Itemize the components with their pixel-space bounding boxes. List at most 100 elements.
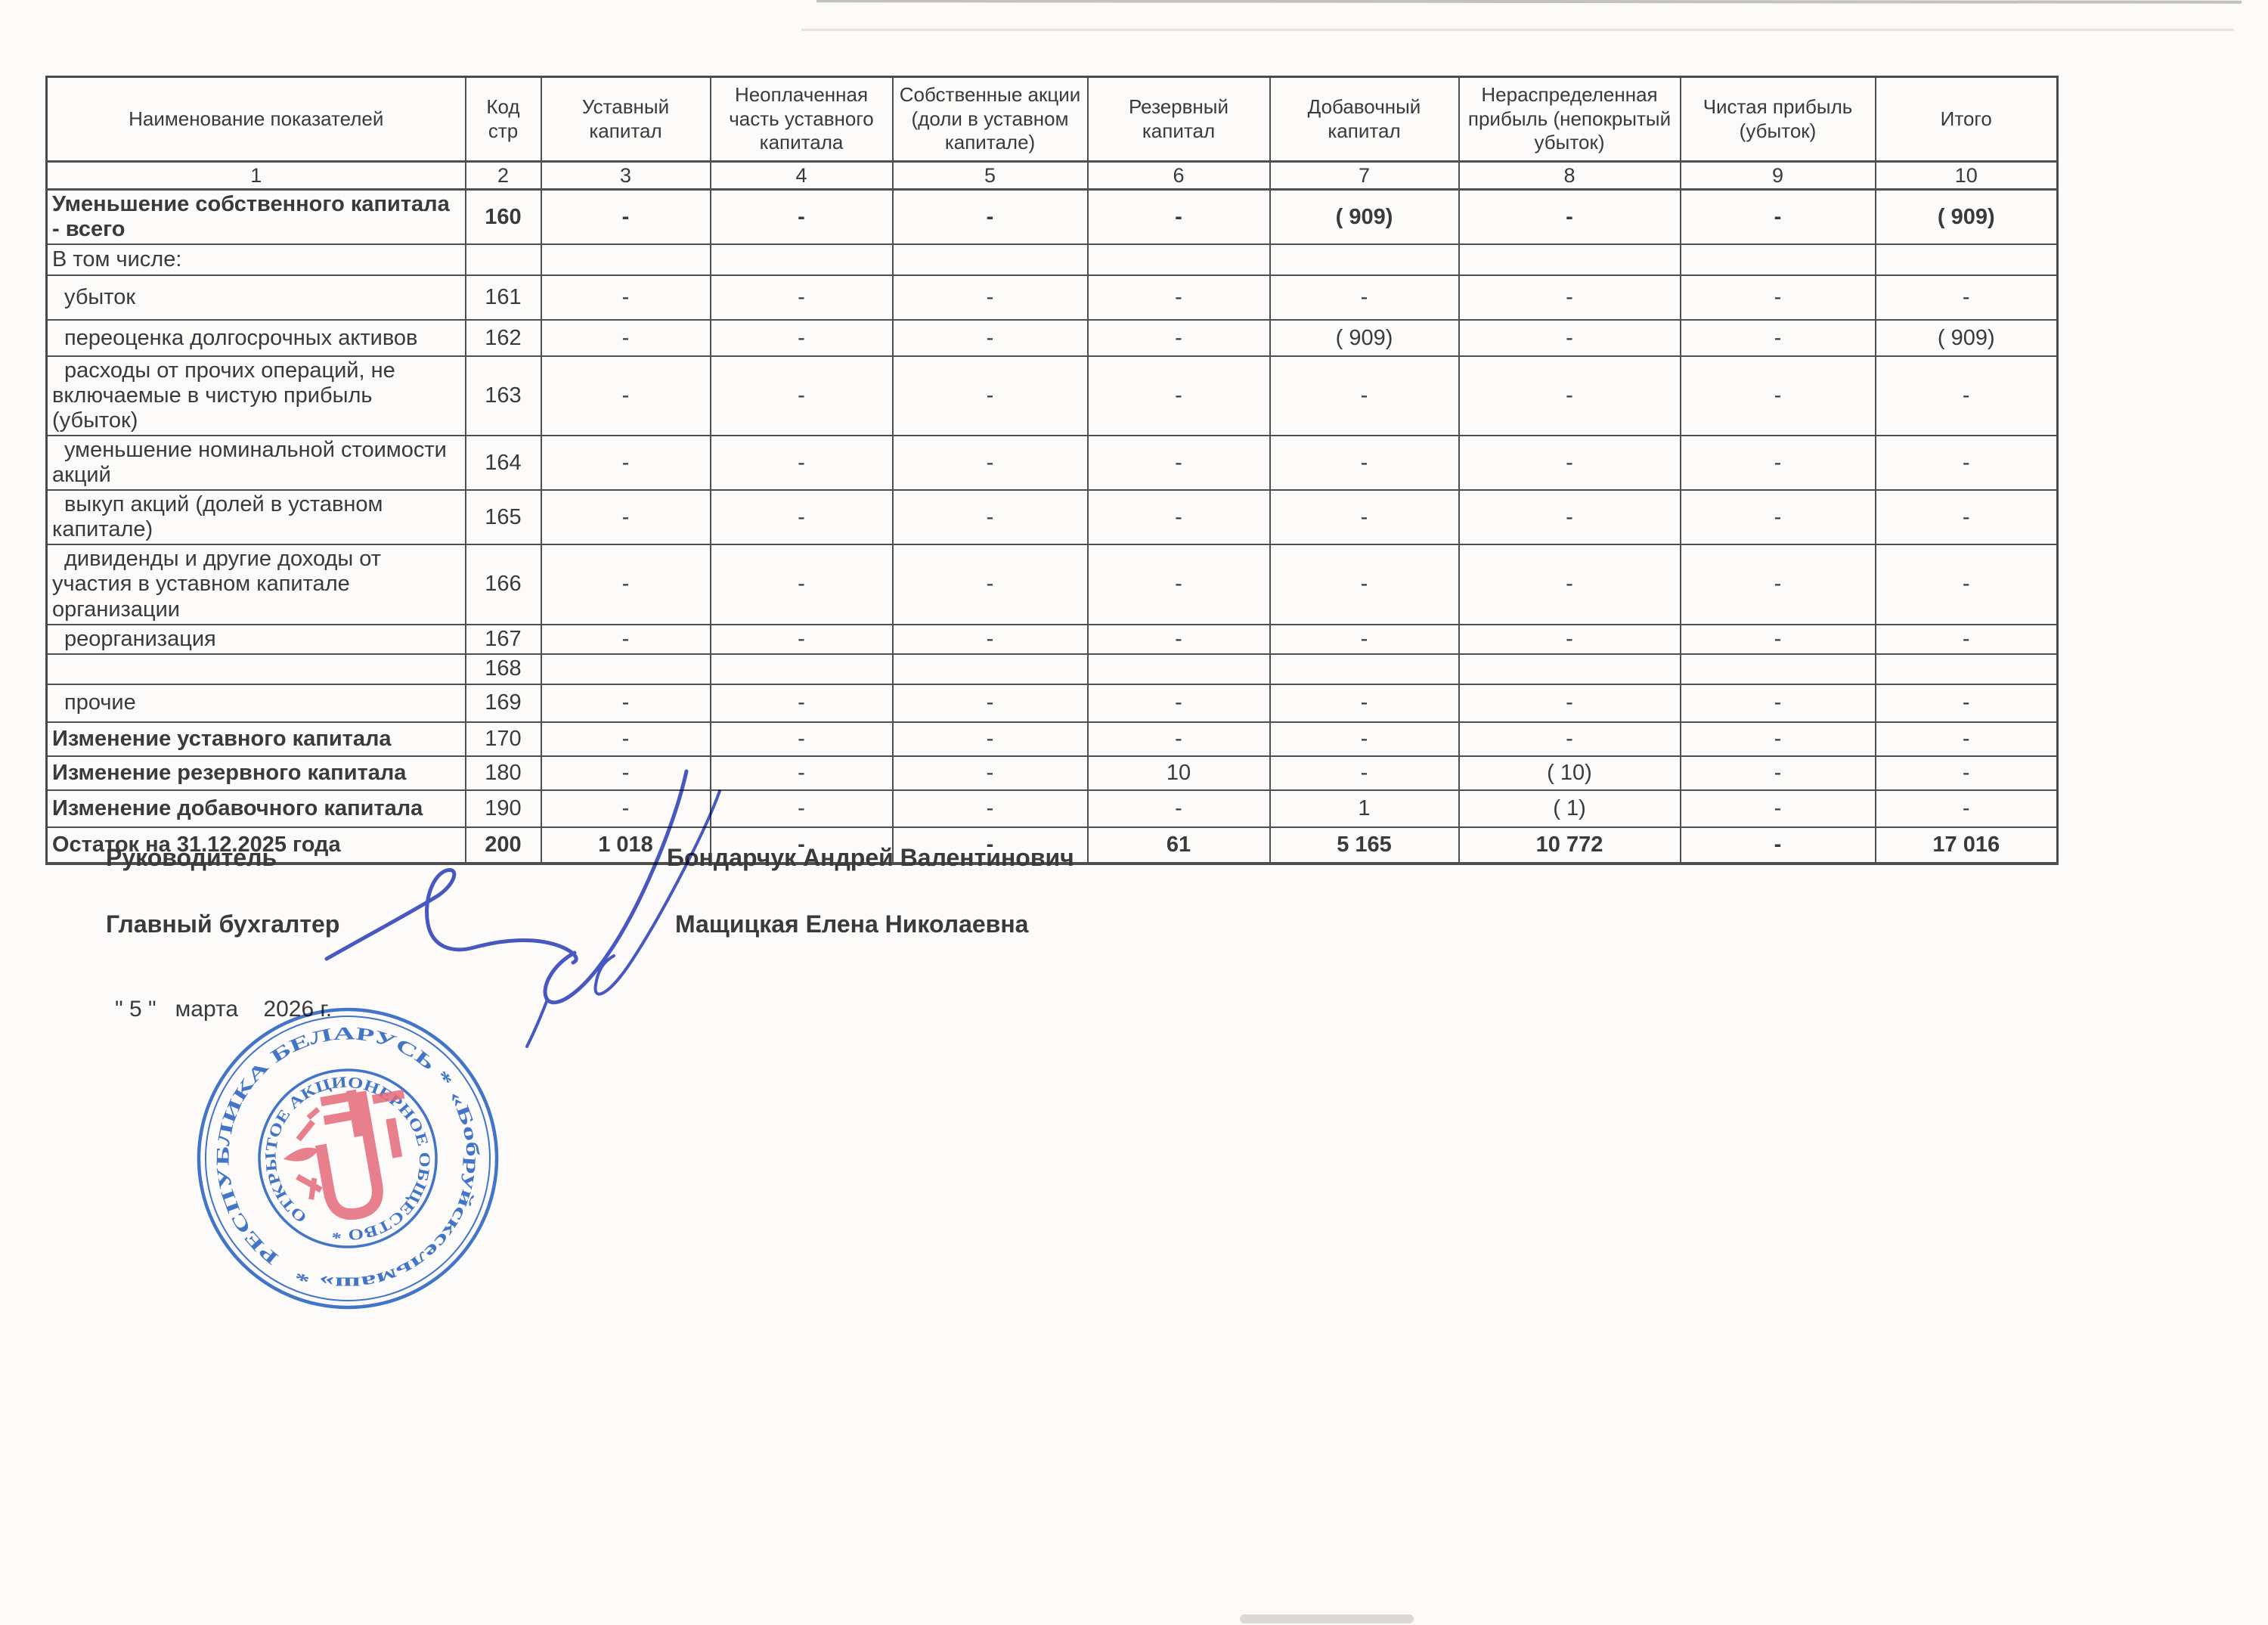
cell-167-col4: -: [709, 623, 894, 655]
cell-170-col6: -: [1086, 721, 1271, 757]
cell-180-col6: 10: [1086, 755, 1271, 791]
equity-changes-table: Наименование показателей Код стр Уставный …: [45, 76, 2059, 865]
col-header-6: Резервный капитал: [1086, 76, 1271, 163]
scan-artifact-line: [816, 0, 2242, 4]
cell-200-col8: 10 772: [1458, 826, 1681, 865]
cell-190-col5: -: [891, 789, 1089, 828]
cell-164-col4: -: [709, 435, 894, 492]
cell-160-col7: ( 909): [1269, 188, 1460, 246]
col-header-10: Итого: [1874, 76, 2059, 163]
col-number-3: 3: [540, 160, 711, 191]
cell-167-col6: -: [1086, 623, 1271, 655]
cell-161-col4: -: [709, 274, 894, 321]
cell-190-col6: -: [1086, 789, 1271, 828]
cell-162-col7: ( 909): [1269, 319, 1460, 358]
row-code-1: [464, 243, 542, 277]
table-row-169: прочие 169- - - - - - - -: [45, 683, 2059, 723]
date-line: " 5 " марта 2026 г.: [115, 997, 333, 1022]
cell-168-col8: [1458, 653, 1681, 685]
table-header: Наименование показателей Код стр Уставный …: [45, 76, 2059, 191]
row-code-163: 163: [464, 355, 542, 437]
row-code-180: 180: [464, 755, 542, 791]
table-row-168: 168: [45, 653, 2059, 685]
cell-180-col9: -: [1679, 755, 1876, 791]
cell-168-col10: [1874, 653, 2059, 685]
row-code-168: 168: [464, 653, 542, 685]
cell-160-col3: -: [540, 188, 711, 246]
row-label-163: расходы от прочих операций, не включаемы…: [45, 355, 466, 437]
row-label-165: выкуп акций (долей в уставном капитале): [45, 489, 466, 546]
cell-169-col5: -: [891, 683, 1089, 723]
director-name: Бондарчук Андрей Валентинович: [667, 844, 1074, 871]
row-label-164: уменьшение номинальной стоимости акций: [45, 435, 466, 492]
cell-162-col5: -: [891, 319, 1089, 358]
cell-168-col4: [709, 653, 894, 685]
cell-169-col6: -: [1086, 683, 1271, 723]
scan-artifact-line: [801, 29, 2234, 31]
cell-169-col3: -: [540, 683, 711, 723]
cell-170-col4: -: [709, 721, 894, 757]
col-header-1: Наименование показателей: [45, 76, 466, 163]
cell-165-col9: -: [1679, 489, 1876, 546]
row-label-167: реорганизация: [45, 623, 466, 655]
row-label-166: дивиденды и другие доходы от участия в у…: [45, 544, 466, 625]
cell-167-col9: -: [1679, 623, 1876, 655]
cell-169-col10: -: [1874, 683, 2059, 723]
cell-163-col10: -: [1874, 355, 2059, 437]
cell-200-col4: -: [709, 826, 894, 865]
row-code-161: 161: [464, 274, 542, 321]
cell-164-col8: -: [1458, 435, 1681, 492]
table-body: Уменьшение собственного капитала - всего…: [45, 188, 2059, 865]
cell-165-col3: -: [540, 489, 711, 546]
cell-160-col10: ( 909): [1874, 188, 2059, 246]
cell-165-col10: -: [1874, 489, 2059, 546]
col-header-8: Нераспределенная прибыль (непокрытый убы…: [1458, 76, 1681, 163]
row-code-166: 166: [464, 544, 542, 625]
col-header-3: Уставный капитал: [540, 76, 711, 163]
cell-169-col4: -: [709, 683, 894, 723]
stamp-outer-circle-2: [205, 1016, 491, 1301]
col-header-2: Код стр: [464, 76, 542, 163]
cell-164-col7: -: [1269, 435, 1460, 492]
chief-accountant-title: Главный бухгалтер: [106, 910, 340, 938]
col-number-10: 10: [1874, 160, 2059, 191]
cell-166-col4: -: [709, 544, 894, 625]
cell-180-col10: -: [1874, 755, 2059, 791]
cell-160-col4: -: [709, 188, 894, 246]
cell-165-col7: -: [1269, 489, 1460, 546]
cell-190-col10: -: [1874, 789, 2059, 828]
cell-200-col5: -: [891, 826, 1089, 865]
col-number-9: 9: [1679, 160, 1876, 191]
table-row-200: Остаток на 31.12.2025 года 200 1 018- -61 5 …: [45, 826, 2059, 865]
cell-166-col8: -: [1458, 544, 1681, 625]
col-number-8: 8: [1458, 160, 1681, 191]
table-row-161: убыток 161- - - - - - - -: [45, 274, 2059, 321]
cell-180-col8: ( 10): [1458, 755, 1681, 791]
cell-163-col5: -: [891, 355, 1089, 437]
cell-164-col9: -: [1679, 435, 1876, 492]
cell-1-col3: [540, 243, 711, 277]
cell-200-col7: 5 165: [1269, 826, 1460, 865]
col-number-5: 5: [891, 160, 1089, 191]
cell-170-col5: -: [891, 721, 1089, 757]
col-number-2: 2: [464, 160, 542, 191]
row-label-170: Изменение уставного капитала: [45, 721, 466, 757]
cell-163-col7: -: [1269, 355, 1460, 437]
cell-190-col4: -: [709, 789, 894, 828]
cell-166-col6: -: [1086, 544, 1271, 625]
cell-164-col5: -: [891, 435, 1089, 492]
row-label-162: переоценка долгосрочных активов: [45, 319, 466, 358]
cell-168-col7: [1269, 653, 1460, 685]
cell-162-col3: -: [540, 319, 711, 358]
row-label-200: Остаток на 31.12.2025 года: [45, 826, 466, 865]
cell-167-col8: -: [1458, 623, 1681, 655]
cell-1-col10: [1874, 243, 2059, 277]
cell-168-col6: [1086, 653, 1271, 685]
cell-166-col10: -: [1874, 544, 2059, 625]
cell-161-col9: -: [1679, 274, 1876, 321]
cell-1-col9: [1679, 243, 1876, 277]
cell-190-col3: -: [540, 789, 711, 828]
cell-166-col5: -: [891, 544, 1089, 625]
table-row-167: реорганизация 167- - - - - - - -: [45, 623, 2059, 655]
